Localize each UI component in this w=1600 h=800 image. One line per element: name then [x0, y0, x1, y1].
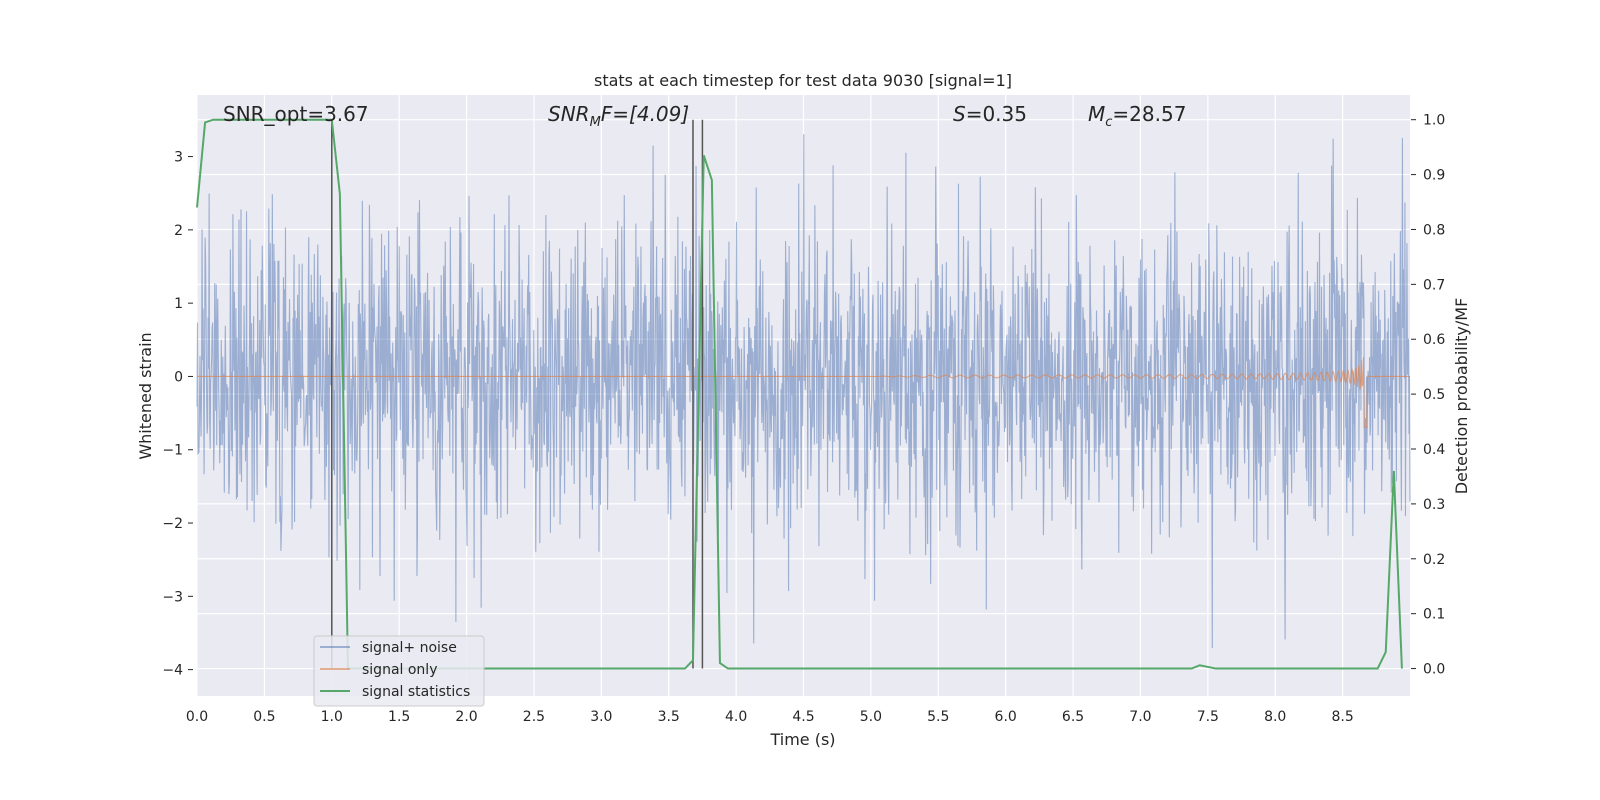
x-tick-label: 2.0	[455, 709, 477, 725]
x-tick-label: 1.5	[388, 709, 410, 725]
x-tick-label: 7.5	[1197, 709, 1219, 725]
y-tick-label: 2	[174, 223, 183, 239]
y-tick-label: 1	[174, 296, 183, 312]
y-tick-label: −3	[162, 589, 183, 605]
annotation-mc-sub: c	[1105, 115, 1112, 130]
right-y-axis-label: Detection probability/MF	[1452, 298, 1471, 495]
right-y-tick-label: 0.8	[1423, 222, 1445, 238]
right-y-tick-labels: 1.0 0.9 0.8 0.7 0.6 0.5 0.4 0.3 0.2 0.1 0.0	[1411, 113, 1445, 678]
x-tick-label: 8.0	[1264, 709, 1286, 725]
annotation-s-rest: =0.35	[966, 102, 1027, 126]
legend-label-signal-statistics: signal statistics	[362, 684, 470, 700]
y-tick-labels: 3 2 1 0 −1 −2 −3 −4	[162, 150, 193, 679]
signal-plus-noise-line	[196, 134, 1411, 649]
annotation-snr-mf-main: SNR	[548, 102, 590, 126]
legend-box	[313, 635, 485, 707]
y-tick-label: −4	[162, 663, 183, 679]
x-tick-label: 0.0	[186, 709, 208, 725]
legend: signal+ noise signal only signal statist…	[313, 635, 485, 707]
right-y-tick-label: 0.2	[1423, 552, 1445, 568]
x-tick-label: 4.5	[792, 709, 814, 725]
right-y-tick-label: 0.7	[1423, 277, 1445, 293]
x-tick-label: 0.5	[253, 709, 275, 725]
legend-label-signal-only: signal only	[362, 662, 437, 678]
annotation-snr-mf-sub: M	[590, 115, 601, 130]
y-tick-label: −2	[162, 516, 183, 532]
annotation-s-main: S	[953, 102, 966, 126]
annotation-mc-main: M	[1088, 102, 1105, 126]
x-tick-label: 3.0	[590, 709, 612, 725]
legend-label-signal-plus-noise: signal+ noise	[362, 640, 457, 656]
series-signal-only	[197, 356, 1410, 428]
x-tick-label: 8.5	[1331, 709, 1353, 725]
x-axis-label: Time (s)	[769, 730, 835, 749]
x-tick-label: 5.5	[927, 709, 949, 725]
right-y-tick-label: 0.4	[1423, 442, 1445, 458]
right-y-tick-label: 0.0	[1423, 662, 1445, 678]
right-y-tick-label: 0.1	[1423, 607, 1445, 623]
x-tick-label: 6.0	[995, 709, 1017, 725]
x-tick-label: 5.0	[860, 709, 882, 725]
chart-title: stats at each timestep for test data 903…	[594, 71, 1012, 90]
series-signal-statistics	[196, 118, 1403, 670]
y-tick-label: −1	[162, 443, 183, 459]
x-tick-label: 4.0	[725, 709, 747, 725]
x-tick-labels: 0.0 0.5 1.0 1.5 2.0 2.5 3.0 3.5 4.0 4.5 5.0 5.5 6.0 6…	[186, 709, 1354, 725]
right-y-tick-label: 0.3	[1423, 497, 1445, 513]
annotation-s: S=0.35	[953, 102, 1027, 126]
annotation-mc: Mc=28.57	[1088, 102, 1186, 130]
x-tick-label: 2.5	[523, 709, 545, 725]
annotation-snr-mf-rest: F=[4.09]	[601, 102, 689, 126]
y-tick-label: 0	[174, 369, 183, 385]
right-y-tick-label: 1.0	[1423, 113, 1445, 129]
signal-only-line	[197, 356, 1410, 428]
x-tick-label: 1.0	[321, 709, 343, 725]
x-tick-label: 3.5	[658, 709, 680, 725]
y-tick-label: 3	[174, 150, 183, 166]
x-tick-label: 7.0	[1129, 709, 1151, 725]
annotation-snr-opt: SNR_opt=3.67	[223, 102, 369, 126]
right-y-tick-label: 0.6	[1423, 332, 1445, 348]
y-axis-label: Whitened strain	[136, 332, 155, 459]
annotation-mc-rest: =28.57	[1112, 102, 1186, 126]
signal-statistics-line	[196, 118, 1403, 670]
annotation-snr-mf: SNRMF=[4.09]	[548, 102, 689, 130]
right-y-tick-label: 0.9	[1423, 168, 1445, 184]
x-tick-label: 6.5	[1062, 709, 1084, 725]
right-y-tick-label: 0.5	[1423, 387, 1445, 403]
series-signal-plus-noise	[196, 134, 1411, 649]
